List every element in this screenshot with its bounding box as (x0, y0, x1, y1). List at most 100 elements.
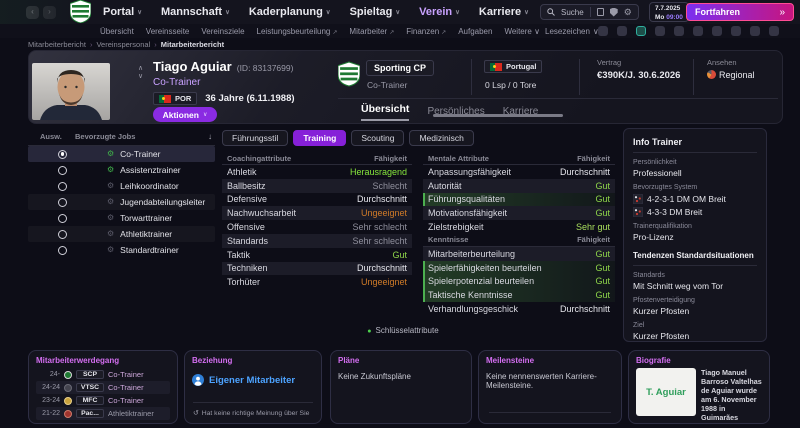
calendar-icon[interactable] (769, 26, 779, 36)
job-row-assistenztrainer[interactable]: ⚙ Assistenztrainer (28, 162, 215, 178)
squad-icon[interactable] (617, 26, 627, 36)
attr-row-key[interactable]: Führungsqualitäten Gut (423, 192, 615, 207)
radio-button[interactable] (58, 245, 67, 255)
tab-persoenliches[interactable]: Persönliches (427, 106, 485, 117)
development-icon[interactable] (731, 26, 741, 36)
subnav-vereinsziele[interactable]: Vereinsziele (201, 26, 245, 36)
attr-row[interactable]: Anpassungsfähigkeit Durchschnitt (428, 166, 610, 177)
tab-training[interactable]: Training (293, 130, 347, 146)
radio-selected[interactable] (58, 149, 67, 159)
formation-row[interactable]: 4-3-3 DM Breit (633, 207, 757, 217)
competitions-icon[interactable] (693, 26, 703, 36)
subnav-vereinsseite[interactable]: Vereinsseite (145, 26, 190, 36)
attr-row[interactable]: Mitarbeiterbeurteilung Gut (423, 246, 615, 261)
attr-row-key[interactable]: Taktische Kenntnisse Gut (423, 288, 615, 303)
attr-row-key[interactable]: Spielerpotenzial beurteilen Gut (423, 274, 615, 289)
select-column-header[interactable]: Ausw. (40, 132, 62, 141)
menu-karriere[interactable]: Karriere ∨ (478, 6, 529, 18)
attr-row[interactable]: Athletik Herausragend (227, 166, 407, 177)
subnav-aufgaben[interactable]: Aufgaben (458, 26, 493, 36)
notes-icon[interactable] (596, 8, 604, 16)
chevron-down-icon[interactable]: ∨ (138, 73, 144, 80)
subnav-weitere[interactable]: Weitere ∨ (504, 26, 540, 36)
attr-row[interactable]: Torhüter Ungeeignet (227, 277, 407, 288)
attr-row[interactable]: Offensive Sehr schlecht (227, 222, 407, 233)
relationship-status[interactable]: Eigener Mitarbeiter (209, 374, 296, 386)
job-row-torwarttrainer[interactable]: ⚙ Torwarttrainer (28, 210, 215, 226)
menu-kaderplanung[interactable]: Kaderplanung ∨ (248, 6, 331, 18)
sort-descending-icon[interactable]: ↓ (208, 132, 212, 141)
radio-button[interactable] (58, 213, 67, 223)
tab-karriere[interactable]: Karriere (502, 106, 539, 117)
tab-uebersicht[interactable]: Übersicht (361, 103, 410, 121)
attr-row-key[interactable]: Spielerfähigkeiten beurteilen Gut (423, 260, 615, 275)
manager-profile-icon[interactable] (609, 7, 618, 17)
subnav-uebersicht[interactable]: Übersicht (100, 26, 134, 36)
menu-spieltag[interactable]: Spieltag ∨ (349, 6, 401, 18)
subnav-mitarbeiter[interactable]: Mitarbeiter ↗ (349, 26, 395, 36)
club-crest-icon[interactable] (69, 0, 92, 25)
menu-portal[interactable]: Portal ∨ (103, 6, 142, 18)
attr-row[interactable]: Verhandlungsgeschick Durchschnitt (428, 304, 610, 315)
setpiece-label: Ziel (633, 322, 645, 329)
career-row[interactable]: 24-24 VTSC Co-Trainer (36, 381, 170, 394)
info-panel-title: Info Trainer (633, 137, 683, 147)
search-input[interactable]: Suche (561, 7, 584, 17)
job-row-jugendabteilungsleiter[interactable]: ⚙ Jugendabteilungsleiter (28, 194, 215, 210)
chevron-up-icon[interactable]: ∧ (138, 65, 144, 72)
tab-fuehrungsstil[interactable]: Führungsstil (222, 130, 289, 146)
attr-row[interactable]: Taktik Gut (227, 249, 407, 260)
jobs-column-header[interactable]: Bevorzugte Jobs (75, 132, 136, 141)
radio-button[interactable] (58, 181, 67, 191)
setpiece-value: Kurzer Pfosten (633, 331, 690, 341)
main-menu: Portal ∨ Mannschaft ∨ Kaderplanung ∨ Spielt… (103, 6, 529, 18)
formation-row[interactable]: 4-2-3-1 DM OM Breit (633, 194, 757, 204)
attr-row[interactable]: Nachwuchsarbeit Ungeeignet (222, 206, 412, 221)
career-row[interactable]: 21-22 Pac... Athletiktrainer (36, 407, 170, 420)
job-row-athletiktrainer[interactable]: ⚙ Athletiktrainer (28, 226, 215, 242)
attr-row[interactable]: Standards Sehr schlecht (222, 233, 412, 248)
attr-row[interactable]: Techniken Durchschnitt (222, 261, 412, 276)
attr-row[interactable]: Autorität Gut (423, 178, 615, 193)
menu-mannschaft[interactable]: Mannschaft ∨ (160, 6, 230, 18)
career-row[interactable]: 23-24 MFC Co-Trainer (42, 396, 144, 405)
record-stepper[interactable]: ∧ ∨ (138, 65, 143, 81)
continue-button[interactable]: Fortfahren » (686, 3, 794, 21)
job-row-co-trainer[interactable]: ⚙ Co-Trainer (28, 146, 215, 162)
game-date[interactable]: 7.7.2025 Mo 09:00 (649, 2, 689, 22)
chevron-down-icon: ∨ (524, 9, 529, 16)
caps-goals: 0 Lsp / 0 Tore (485, 80, 537, 90)
scouting-icon[interactable] (712, 26, 722, 36)
radio-button[interactable] (58, 165, 67, 175)
subnav-finanzen[interactable]: Finanzen ↗ (406, 26, 447, 36)
tactics-icon[interactable] (636, 26, 646, 36)
medical-icon[interactable] (750, 26, 760, 36)
job-row-standardtrainer[interactable]: ⚙ Standardtrainer (28, 242, 215, 258)
menu-verein[interactable]: Verein ∨ (419, 6, 460, 18)
attr-row[interactable]: Motivationsfähigkeit Gut (423, 206, 615, 221)
career-row[interactable]: 24- SCP Co-Trainer (49, 370, 144, 379)
search-bar[interactable]: Suche ⚙ (540, 4, 639, 20)
subnav-leistungsbeurteilung[interactable]: Leistungsbeurteilung ↗ (256, 26, 338, 36)
job-row-leihkoordinator[interactable]: ⚙ Leihkoordinator (28, 178, 215, 194)
club-name-badge[interactable]: Sporting CP (366, 60, 434, 76)
radio-button[interactable] (58, 197, 67, 207)
messages-icon[interactable] (598, 26, 608, 36)
bookmarks-menu[interactable]: Lesezeichen ∨ (545, 26, 599, 36)
nation-badge[interactable]: Portugal (484, 60, 543, 73)
settings-gear-icon[interactable]: ⚙ (623, 6, 632, 17)
breadcrumb-item[interactable]: Mitarbeiterbericht (28, 40, 86, 49)
actions-button[interactable]: Aktionen ∨ (153, 107, 217, 122)
transfers-icon[interactable] (674, 26, 684, 36)
horizontal-scrollbar[interactable] (433, 114, 563, 117)
attr-row[interactable]: Ballbesitz Schlecht (222, 178, 412, 193)
training-icon[interactable] (655, 26, 665, 36)
setpiece-label: Standards (633, 272, 665, 279)
radio-button[interactable] (58, 229, 67, 239)
breadcrumb-item[interactable]: Vereinspersonal (96, 40, 151, 49)
tab-medizinisch[interactable]: Medizinisch (409, 130, 474, 146)
tab-scouting[interactable]: Scouting (351, 130, 405, 146)
attr-row[interactable]: Zielstrebigkeit Sehr gut (428, 222, 610, 233)
attr-row[interactable]: Defensive Durchschnitt (227, 194, 407, 205)
attr-value: Gut (595, 180, 610, 191)
